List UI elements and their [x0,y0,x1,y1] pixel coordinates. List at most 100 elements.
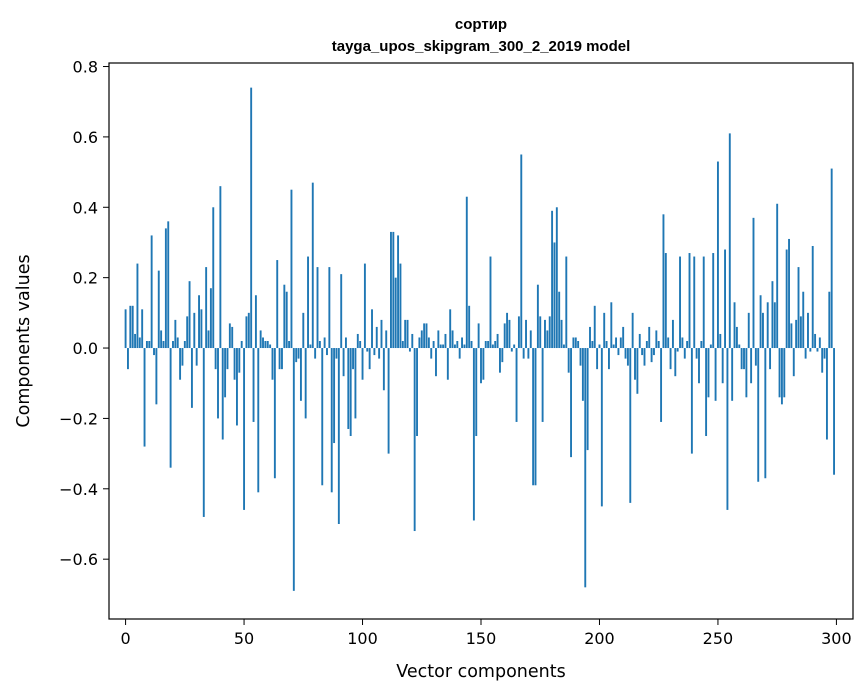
bar-118 [404,319,407,349]
bar-135 [444,333,447,349]
bar-136 [446,348,449,380]
bars-group [124,87,835,591]
bar-129 [430,348,433,359]
bar-155 [491,344,494,349]
bar-220 [645,341,648,349]
bar-255 [728,133,731,349]
bar-37 [212,207,215,349]
bar-124 [418,337,421,349]
bar-146 [470,341,473,349]
y-tick-label: −0.4 [59,480,98,499]
bar-68 [285,291,288,349]
bar-43 [226,348,229,370]
bar-165 [515,348,518,422]
bar-95 [349,348,352,437]
bar-144 [465,196,468,349]
bar-200 [598,344,601,349]
bar-267 [757,348,760,482]
bar-187 [567,348,570,373]
y-axis-label: Components values [14,254,34,427]
bar-253 [724,249,726,349]
bar-91 [340,274,343,349]
bar-143 [463,344,466,349]
bar-18 [167,221,170,349]
bar-121 [411,333,414,349]
bar-13 [155,348,158,405]
bar-17 [164,228,167,349]
x-tick-label: 0 [120,629,130,648]
bar-55 [254,295,257,349]
bar-90 [337,348,340,524]
bar-122 [413,348,416,532]
bar-130 [432,341,435,349]
bar-167 [520,154,523,349]
plot-frame [108,62,854,620]
bar-125 [420,330,423,349]
bar-39 [217,348,219,419]
bar-117 [401,341,404,349]
bar-236 [683,348,686,359]
bar-16 [162,341,165,349]
bar-248 [712,253,715,349]
bar-215 [634,348,636,380]
bar-241 [695,348,698,359]
bar-223 [653,348,655,356]
bar-6 [138,337,141,349]
bar-25 [183,341,186,349]
bar-34 [205,267,208,349]
bar-5 [136,263,139,349]
bar-145 [468,305,471,349]
bar-208 [617,348,620,356]
bar-269 [762,312,764,349]
bar-271 [766,302,769,349]
bar-230 [669,348,672,370]
bar-41 [221,348,224,440]
bar-29 [193,312,196,349]
bar-78 [309,344,312,349]
bar-281 [790,323,793,349]
bar-176 [541,348,544,422]
bar-196 [589,326,591,349]
bar-264 [750,348,753,384]
bar-88 [333,348,336,444]
bar-259 [738,344,741,349]
bar-3 [131,305,134,349]
bar-159 [501,348,504,363]
bar-258 [735,326,738,349]
bar-283 [795,319,798,349]
bar-285 [799,316,802,349]
bar-80 [314,348,317,359]
y-tick-label: −0.6 [59,550,98,569]
bar-9 [145,341,148,349]
bar-45 [231,326,234,349]
bar-216 [636,348,639,394]
bar-207 [615,337,618,349]
bar-40 [219,186,222,349]
bar-221 [648,326,651,349]
x-axis-label: Vector components [396,662,565,682]
bar-256 [731,348,734,401]
bar-154 [489,256,492,349]
bar-86 [328,267,331,349]
bar-47 [236,348,238,426]
bar-268 [759,295,762,349]
bar-245 [705,348,708,437]
bar-138 [451,330,454,349]
bar-212 [626,348,629,366]
bar-32 [200,309,203,349]
bar-265 [752,217,755,349]
bar-108 [380,319,383,349]
bar-149 [477,323,480,349]
bar-158 [499,348,501,373]
bar-96 [352,348,354,370]
bar-204 [608,348,610,370]
bar-266 [754,348,757,366]
bar-100 [361,348,364,380]
bar-219 [643,348,646,366]
bar-294 [821,348,824,373]
bar-172 [532,348,535,486]
bar-261 [743,348,745,370]
bar-49 [240,341,243,349]
bar-27 [188,281,191,349]
